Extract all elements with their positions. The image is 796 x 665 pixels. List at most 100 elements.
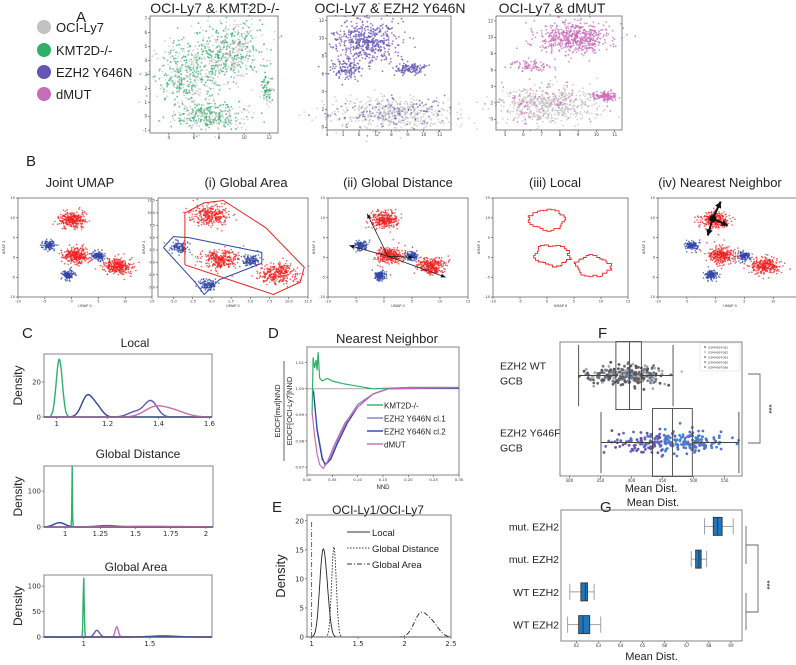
scatter-point xyxy=(537,115,540,118)
scatter-point xyxy=(67,251,70,254)
scatter-point xyxy=(218,84,221,87)
scatter-point xyxy=(218,70,220,73)
scatter-point xyxy=(347,31,350,34)
scatter-point xyxy=(183,119,186,122)
scatter-point xyxy=(206,92,209,95)
scatter-point xyxy=(579,27,581,30)
scatter-point xyxy=(218,64,221,67)
scatter-point xyxy=(58,252,60,255)
scatter-point xyxy=(545,102,548,105)
scatter-point xyxy=(595,102,597,104)
scatter-point xyxy=(237,118,239,121)
scatter-point xyxy=(387,38,389,41)
scatter-point xyxy=(392,121,395,124)
scatter-point xyxy=(199,73,202,75)
scatter-point xyxy=(518,61,521,64)
scatter-point xyxy=(224,118,227,121)
scatter-point xyxy=(382,55,384,57)
scatter-point xyxy=(368,112,371,115)
scatter-point xyxy=(230,106,233,108)
scatter-point xyxy=(78,256,80,259)
scatter-point xyxy=(168,53,170,55)
scatter-point xyxy=(78,206,81,209)
scatter-point xyxy=(62,214,64,217)
scatter-point xyxy=(226,83,228,86)
scatter-point xyxy=(228,113,231,116)
scatter-point xyxy=(524,66,526,68)
panel-a2-xtick-label: 4 xyxy=(326,132,329,137)
scatter-point xyxy=(584,51,587,54)
scatter-point xyxy=(64,218,67,220)
panel-a3-xtick-label: 11 xyxy=(612,132,618,137)
scatter-point xyxy=(358,109,360,112)
legend-swatch-dmut xyxy=(37,87,51,101)
scatter-point xyxy=(388,117,390,120)
scatter-point xyxy=(215,10,218,13)
scatter-point xyxy=(211,72,214,75)
scatter-point xyxy=(116,271,118,273)
scatter-point xyxy=(65,258,68,260)
scatter-point xyxy=(78,265,80,267)
scatter-point xyxy=(526,90,529,93)
scatter-point xyxy=(572,44,575,47)
scatter-point xyxy=(206,107,208,110)
scatter-point xyxy=(406,60,409,63)
scatter-point xyxy=(264,75,267,78)
scatter-point xyxy=(578,46,581,49)
scatter-point xyxy=(224,122,227,125)
scatter-point xyxy=(556,111,559,113)
scatter-point xyxy=(200,128,203,131)
scatter-point xyxy=(252,59,254,61)
scatter-point xyxy=(586,110,589,112)
scatter-point xyxy=(173,57,175,60)
scatter-point xyxy=(220,70,223,73)
scatter-point xyxy=(395,65,398,67)
scatter-point xyxy=(559,44,561,47)
scatter-point xyxy=(614,45,617,48)
scatter-point xyxy=(387,105,389,108)
scatter-point xyxy=(240,23,242,26)
scatter-point xyxy=(366,20,369,23)
scatter-point xyxy=(519,93,521,95)
scatter-point xyxy=(393,34,395,36)
scatter-point xyxy=(198,134,200,137)
scatter-point xyxy=(80,260,83,263)
scatter-point xyxy=(193,70,196,72)
scatter-point xyxy=(582,31,584,34)
scatter-point xyxy=(251,23,253,25)
scatter-point xyxy=(207,76,210,79)
scatter-point xyxy=(551,100,553,103)
scatter-point xyxy=(570,99,573,101)
scatter-point xyxy=(206,108,208,111)
scatter-point xyxy=(337,110,340,113)
scatter-point xyxy=(504,66,507,69)
scatter-point xyxy=(398,36,400,38)
scatter-point xyxy=(408,134,411,137)
scatter-point xyxy=(359,33,362,36)
scatter-point xyxy=(365,46,367,49)
scatter-point xyxy=(220,109,222,112)
scatter-point xyxy=(344,62,346,65)
scatter-point xyxy=(399,121,402,124)
scatter-point xyxy=(219,104,221,107)
scatter-point xyxy=(197,88,200,90)
scatter-point xyxy=(530,60,532,63)
scatter-point xyxy=(377,45,380,48)
scatter-point xyxy=(383,58,386,61)
scatter-point xyxy=(207,90,210,93)
scatter-point xyxy=(341,63,343,66)
scatter-point xyxy=(176,95,179,98)
panel-a3-ytick-label: 6 xyxy=(490,68,493,73)
scatter-point xyxy=(222,42,225,45)
scatter-point xyxy=(368,97,371,99)
scatter-point xyxy=(542,102,545,105)
scatter-point xyxy=(175,73,177,75)
scatter-point xyxy=(554,113,556,116)
scatter-point xyxy=(246,8,249,10)
scatter-point xyxy=(60,216,62,218)
scatter-point xyxy=(227,34,230,36)
scatter-point xyxy=(251,5,253,7)
scatter-point xyxy=(409,101,412,104)
scatter-point xyxy=(573,110,576,113)
